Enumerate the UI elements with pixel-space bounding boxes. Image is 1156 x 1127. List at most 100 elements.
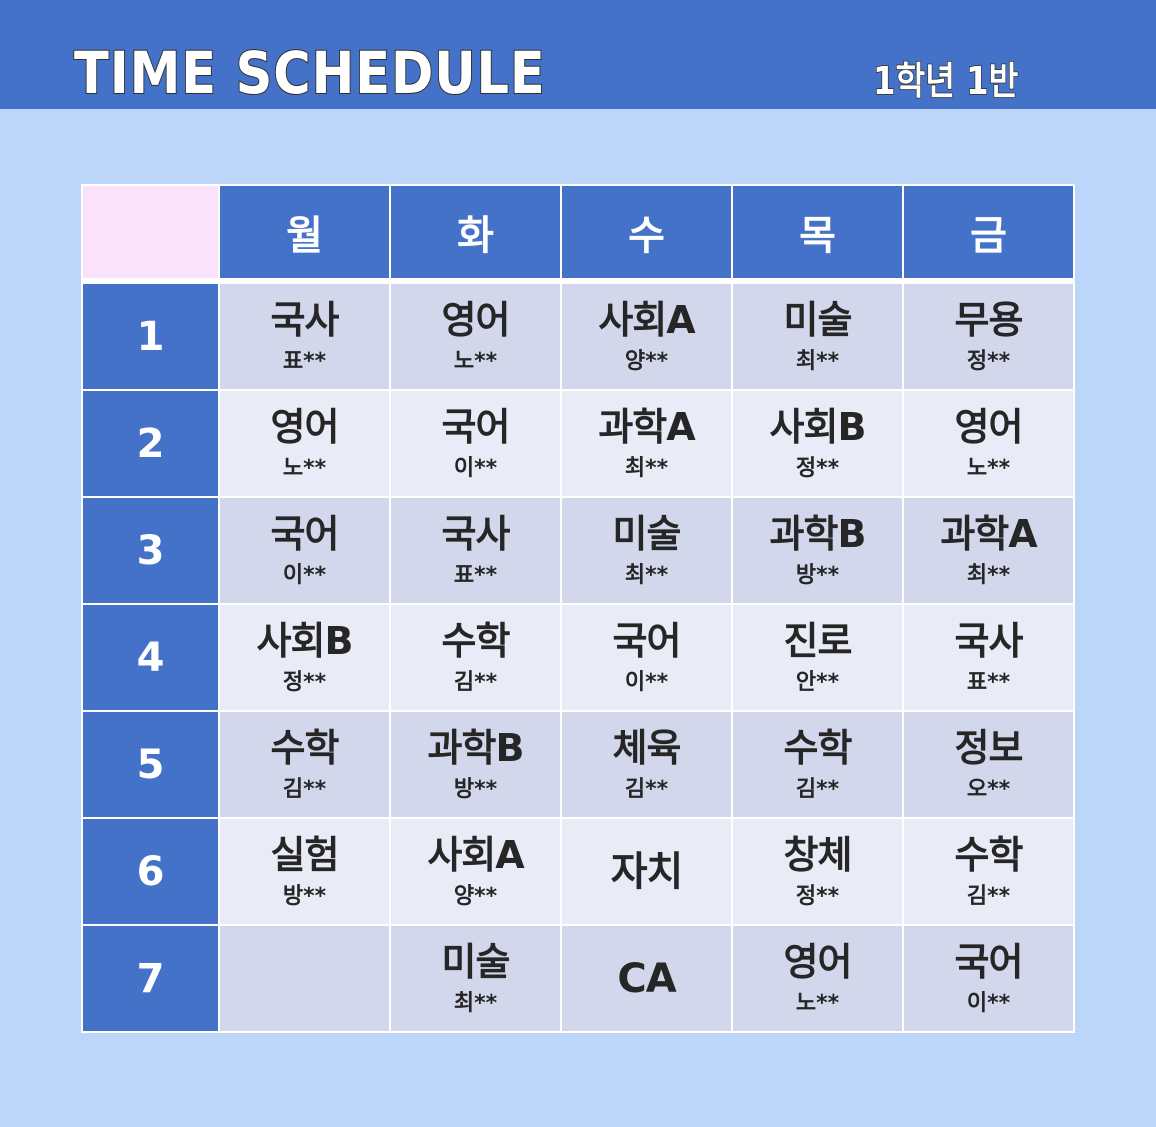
subject-name: 실험 bbox=[270, 832, 340, 877]
teacher-name: 김** bbox=[795, 776, 840, 802]
period-number: 6 bbox=[81, 817, 220, 926]
class-cell-thu: 과학B 방** bbox=[731, 496, 904, 605]
teacher-name: 방** bbox=[453, 776, 498, 802]
subject-name: 수학 bbox=[954, 832, 1024, 877]
period-number: 5 bbox=[81, 710, 220, 819]
subject-name: 영어 bbox=[441, 297, 511, 342]
teacher-name: 김** bbox=[282, 776, 327, 802]
teacher-name: 노** bbox=[282, 455, 327, 481]
teacher-name: 최** bbox=[966, 562, 1011, 588]
class-cell-mon: 실험 방** bbox=[218, 817, 391, 926]
subject-name: CA bbox=[617, 955, 676, 1002]
subject-name: 과학A bbox=[598, 404, 695, 449]
day-header-wed: 수 bbox=[560, 184, 733, 280]
subject-name: 수학 bbox=[270, 725, 340, 770]
teacher-name: 표** bbox=[282, 348, 327, 374]
subject-name: 국어 bbox=[441, 404, 511, 449]
subject-name: 체육 bbox=[612, 725, 682, 770]
teacher-name: 김** bbox=[966, 883, 1011, 909]
period-row: 2 영어 노** 국어 이** 과학A 최** 사회B 정** 영어 노** bbox=[81, 389, 1075, 498]
teacher-name: 이** bbox=[453, 455, 498, 481]
class-cell-fri: 정보 오** bbox=[902, 710, 1075, 819]
subject-name: 국사 bbox=[954, 618, 1024, 663]
teacher-name: 양** bbox=[453, 883, 498, 909]
subject-name: 창체 bbox=[783, 832, 853, 877]
teacher-name: 정** bbox=[795, 883, 840, 909]
page-title: TIME SCHEDULE bbox=[73, 38, 546, 108]
teacher-name: 방** bbox=[795, 562, 840, 588]
subject-name: 사회A bbox=[427, 832, 524, 877]
period-row: 6 실험 방** 사회A 양** 자치 창체 정** 수학 김** bbox=[81, 817, 1075, 926]
class-cell-wed: CA bbox=[560, 924, 733, 1033]
subject-name: 미술 bbox=[783, 297, 853, 342]
subject-name: 국사 bbox=[441, 511, 511, 556]
teacher-name: 표** bbox=[453, 562, 498, 588]
subject-name: 사회A bbox=[598, 297, 695, 342]
period-row: 1 국사 표** 영어 노** 사회A 양** 미술 최** 무용 정** bbox=[81, 282, 1075, 391]
subject-name: 미술 bbox=[441, 939, 511, 984]
period-row: 3 국어 이** 국사 표** 미술 최** 과학B 방** 과학A 최** bbox=[81, 496, 1075, 605]
class-cell-tue: 수학 김** bbox=[389, 603, 562, 712]
teacher-name: 김** bbox=[453, 669, 498, 695]
subject-name: 국어 bbox=[954, 939, 1024, 984]
class-cell-thu: 진로 안** bbox=[731, 603, 904, 712]
subject-name: 국어 bbox=[270, 511, 340, 556]
class-label: 1학년 1반 bbox=[872, 58, 1019, 104]
teacher-name: 표** bbox=[966, 669, 1011, 695]
teacher-name: 노** bbox=[966, 455, 1011, 481]
teacher-name: 이** bbox=[966, 990, 1011, 1016]
period-number: 3 bbox=[81, 496, 220, 605]
timetable: 월 화 수 목 금 1 국사 표** 영어 노** 사회A 양** 미술 최** 무용 정** 2 영어… bbox=[81, 184, 1075, 1033]
class-cell-tue: 과학B 방** bbox=[389, 710, 562, 819]
class-cell-wed: 국어 이** bbox=[560, 603, 733, 712]
day-header-fri: 금 bbox=[902, 184, 1075, 280]
class-cell-wed: 자치 bbox=[560, 817, 733, 926]
subject-name: 과학B bbox=[769, 511, 867, 556]
schedule-body: 1 국사 표** 영어 노** 사회A 양** 미술 최** 무용 정** 2 영어 노** 국어 이** 과학… bbox=[81, 282, 1075, 1033]
class-cell-wed: 과학A 최** bbox=[560, 389, 733, 498]
subject-name: 영어 bbox=[954, 404, 1024, 449]
teacher-name: 김** bbox=[624, 776, 669, 802]
period-row: 7 미술 최** CA 영어 노** 국어 이** bbox=[81, 924, 1075, 1033]
class-cell-mon bbox=[218, 924, 391, 1033]
teacher-name: 이** bbox=[282, 562, 327, 588]
subject-name: 영어 bbox=[783, 939, 853, 984]
subject-name: 국사 bbox=[270, 297, 340, 342]
header-bar: TIME SCHEDULE 1학년 1반 bbox=[0, 0, 1156, 109]
day-header-mon: 월 bbox=[218, 184, 391, 280]
period-number: 1 bbox=[81, 282, 220, 391]
teacher-name: 정** bbox=[795, 455, 840, 481]
teacher-name: 최** bbox=[624, 455, 669, 481]
teacher-name: 최** bbox=[624, 562, 669, 588]
period-number: 2 bbox=[81, 389, 220, 498]
teacher-name: 노** bbox=[453, 348, 498, 374]
subject-name: 영어 bbox=[270, 404, 340, 449]
corner-cell bbox=[81, 184, 220, 280]
teacher-name: 최** bbox=[453, 990, 498, 1016]
subject-name: 수학 bbox=[783, 725, 853, 770]
class-cell-thu: 사회B 정** bbox=[731, 389, 904, 498]
subject-name: 정보 bbox=[954, 725, 1024, 770]
teacher-name: 최** bbox=[795, 348, 840, 374]
teacher-name: 정** bbox=[282, 669, 327, 695]
teacher-name: 노** bbox=[795, 990, 840, 1016]
subject-name: 과학A bbox=[940, 511, 1037, 556]
class-cell-wed: 사회A 양** bbox=[560, 282, 733, 391]
subject-name: 자치 bbox=[610, 848, 684, 895]
day-header-thu: 목 bbox=[731, 184, 904, 280]
